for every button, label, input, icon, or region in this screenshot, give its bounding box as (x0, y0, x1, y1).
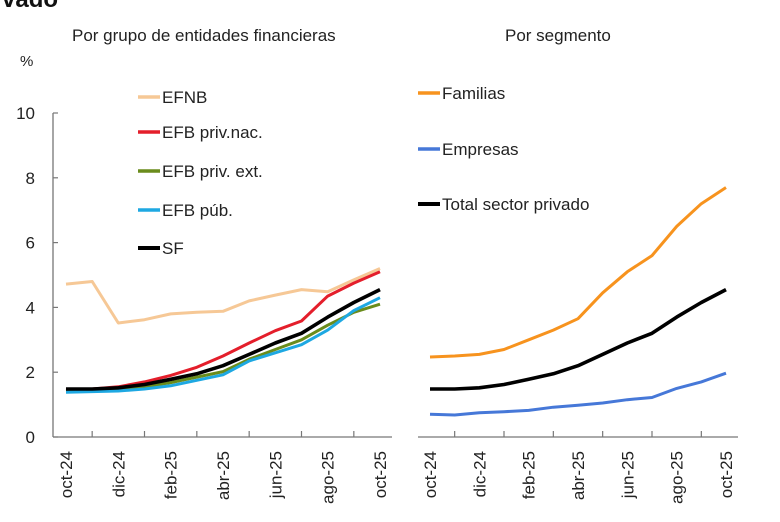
right-chart-title: Por segmento (505, 26, 611, 45)
chart0-x-tick-label: jun-25 (266, 451, 285, 499)
chart1-x-tick-label: feb-25 (520, 451, 539, 499)
chart0-x-tick-label: feb-25 (162, 451, 181, 499)
chart0-y-tick-label: 6 (26, 234, 35, 253)
chart0-legend-label: SF (162, 239, 184, 258)
chart0-legend-label: EFB priv.nac. (162, 123, 263, 142)
chart0-x-tick-label: abr-25 (214, 451, 233, 500)
left-chart-title: Por grupo de entidades financieras (72, 26, 336, 45)
chart1-x-tick-label: oct-24 (421, 451, 440, 498)
chart0-legend-label: EFB púb. (162, 201, 233, 220)
chart0-y-tick-label: 8 (26, 169, 35, 188)
chart0-legend-label: EFNB (162, 88, 207, 107)
chart0-x-tick-label: oct-24 (57, 451, 76, 498)
y-unit-label: % (20, 53, 34, 70)
chart0-x-tick-label: oct-25 (371, 451, 390, 498)
chart1-series-1-line (429, 371, 727, 417)
chart1-legend-label: Empresas (442, 140, 519, 159)
chart0-y-tick-label: 10 (16, 104, 35, 123)
chart0-y-tick-label: 2 (26, 363, 35, 382)
chart1-legend-label: Familias (442, 84, 505, 103)
chart0-y-tick-label: 0 (26, 428, 35, 447)
chart0-y-tick-label: 4 (26, 298, 35, 317)
chart0-x-tick-label: dic-24 (109, 451, 128, 497)
chart1-x-tick-label: dic-24 (470, 451, 489, 497)
chart1-series-2-line (430, 288, 727, 391)
chart1-x-tick-label: abr-25 (569, 451, 588, 500)
chart1-series-0-line (429, 186, 727, 359)
chart0-legend-label: EFB priv. ext. (162, 162, 263, 181)
chart1-x-tick-label: jun-25 (618, 451, 637, 499)
title-fragment: vado (2, 0, 58, 14)
chart0-series-4-line (66, 287, 381, 391)
chart1-x-tick-label: oct-25 (717, 451, 736, 498)
chart1-x-tick-label: ago-25 (668, 451, 687, 504)
chart0-series-0-line (65, 267, 381, 325)
chart0-x-tick-label: ago-25 (319, 451, 338, 504)
chart1-legend-label: Total sector privado (442, 195, 589, 214)
